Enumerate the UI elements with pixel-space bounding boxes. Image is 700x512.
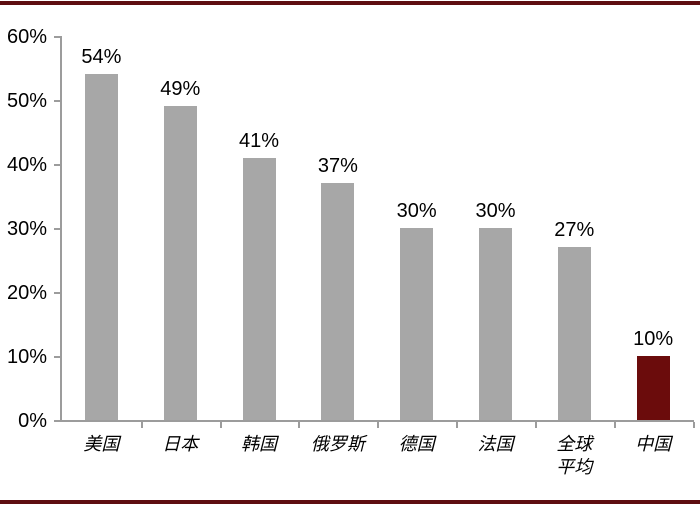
bar — [84, 74, 118, 420]
x-axis-category-label: 韩国 — [241, 434, 278, 454]
bar — [557, 247, 591, 420]
top-accent-rule — [0, 1, 700, 5]
y-axis-tick-label: 60% — [6, 26, 47, 48]
y-axis-tick — [54, 100, 60, 102]
x-axis-tick — [534, 422, 537, 428]
x-axis-tick — [377, 422, 380, 428]
bar-value-label: 54% — [81, 46, 122, 69]
x-axis-category-label: 法国 — [477, 434, 514, 454]
bar-value-label: 27% — [554, 219, 595, 242]
bar-value-label: 49% — [160, 78, 201, 101]
y-axis-tick — [54, 228, 60, 230]
bar-highlighted — [636, 356, 670, 420]
y-axis-tick — [54, 164, 60, 166]
x-axis-category-label: 美国 — [83, 434, 120, 454]
y-axis-tick-label: 20% — [6, 282, 47, 304]
x-axis-category-label: 日本 — [162, 434, 199, 454]
x-axis-line — [60, 420, 694, 422]
x-axis-tick — [692, 422, 695, 428]
bar-value-label: 41% — [239, 129, 280, 152]
y-axis-tick — [54, 36, 60, 38]
x-axis-category-label: 中国 — [635, 434, 672, 454]
bar — [478, 228, 512, 420]
bar — [400, 228, 434, 420]
bar — [242, 157, 276, 420]
y-axis-tick-label: 50% — [6, 90, 47, 112]
y-axis-tick — [54, 420, 60, 422]
x-axis-category-label: 德国 — [398, 434, 435, 454]
x-axis-tick — [140, 422, 143, 428]
bar — [321, 183, 355, 420]
x-axis-tick — [298, 422, 301, 428]
x-axis-tick — [219, 422, 222, 428]
bottom-accent-rule — [0, 500, 700, 504]
bar-value-label: 37% — [317, 155, 358, 178]
y-axis-tick-label: 0% — [18, 410, 47, 432]
y-axis-tick — [54, 292, 60, 294]
y-axis-tick-label: 40% — [6, 154, 47, 176]
x-axis-tick — [456, 422, 459, 428]
y-axis-line — [60, 36, 62, 422]
bar — [163, 106, 197, 420]
bar-value-label: 10% — [633, 328, 674, 350]
bar-value-label: 30% — [475, 200, 516, 222]
x-axis-category-label: 全球 平均 — [556, 434, 593, 477]
bar-value-label: 30% — [396, 200, 437, 222]
y-axis-tick-label: 30% — [6, 218, 47, 240]
x-axis-tick — [613, 422, 616, 428]
x-axis-category-label: 俄罗斯 — [310, 434, 365, 454]
y-axis-tick — [54, 356, 60, 358]
y-axis-tick-label: 10% — [6, 346, 47, 368]
